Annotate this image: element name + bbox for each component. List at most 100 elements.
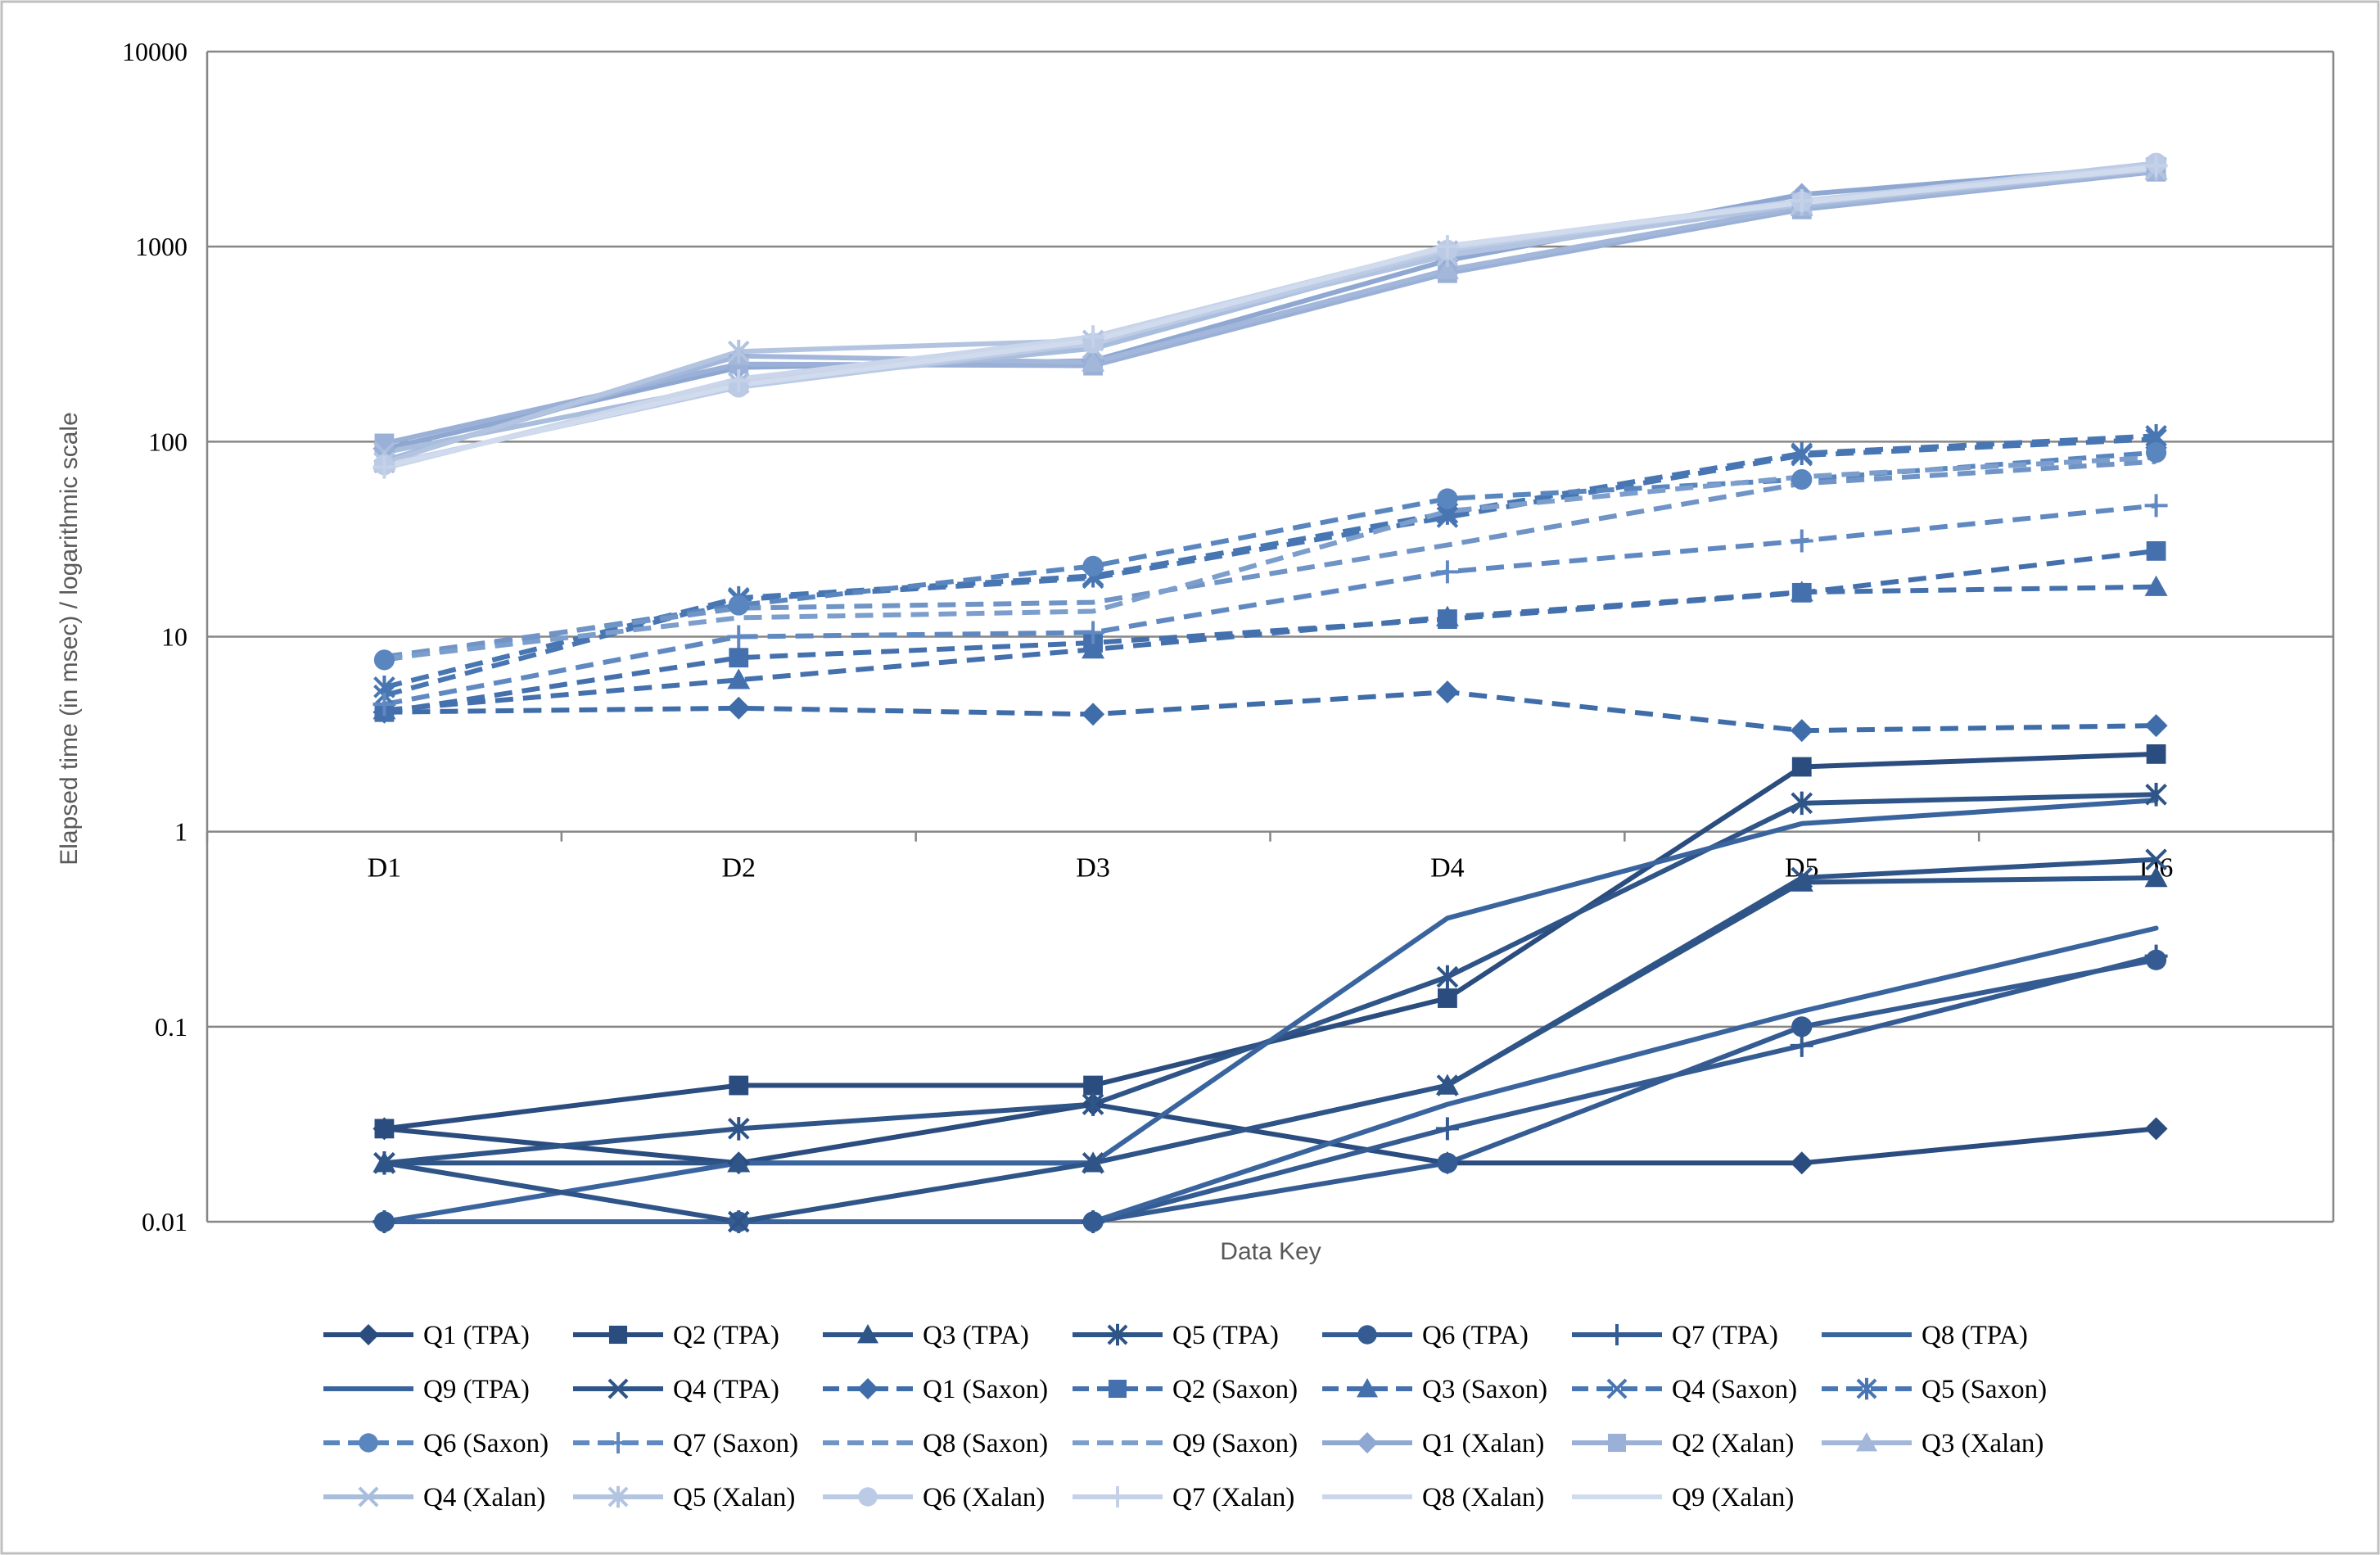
data-point-q7-xalan xyxy=(1790,189,1813,213)
legend-item-q8-xalan: Q8 (Xalan) xyxy=(1322,1483,1544,1512)
markers-q7-xalan xyxy=(373,154,2168,479)
data-point-q6-saxon xyxy=(2145,441,2167,463)
data-point-q6-saxon xyxy=(1082,555,1104,576)
y-tick-label: 0.01 xyxy=(142,1207,187,1236)
legend-label: Q4 (Xalan) xyxy=(423,1483,545,1512)
data-point-q7-xalan xyxy=(1082,325,1105,349)
data-point-q7-tpa xyxy=(373,1210,396,1233)
legend-marker xyxy=(1357,1378,1378,1398)
legend-label: Q5 (Xalan) xyxy=(673,1483,795,1512)
data-point-q1-saxon xyxy=(1082,703,1105,726)
legend-item-q6-tpa: Q6 (TPA) xyxy=(1322,1321,1529,1350)
legend-marker xyxy=(358,1486,379,1508)
series-line-q4-saxon xyxy=(383,436,2156,698)
legend-label: Q5 (Saxon) xyxy=(1922,1375,2047,1404)
series-line-q8-tpa xyxy=(382,925,2159,1224)
legend-marker xyxy=(1107,1323,1128,1346)
data-point-q2-tpa xyxy=(729,1075,749,1096)
legend-item-q4-xalan: Q4 (Xalan) xyxy=(323,1483,545,1512)
data-point-q1-tpa xyxy=(1790,1151,1813,1175)
data-point-q1-saxon xyxy=(727,696,751,720)
markers-q4-tpa xyxy=(373,848,2167,1233)
legend-marker xyxy=(358,1324,379,1345)
y-tick-label: 10000 xyxy=(122,37,187,66)
series-line-q4-tpa xyxy=(382,857,2159,1224)
series-lines xyxy=(382,160,2159,1224)
legend-item-q2-tpa: Q2 (TPA) xyxy=(573,1321,779,1350)
series-line-q9-xalan xyxy=(382,164,2159,469)
legend-label: Q6 (Saxon) xyxy=(423,1429,549,1458)
data-point-q2-saxon xyxy=(729,648,749,668)
data-point-q2-tpa xyxy=(1438,988,1457,1008)
data-point-q5-tpa xyxy=(727,1117,750,1141)
data-point-q7-saxon xyxy=(1790,529,1813,553)
series-line-q8-saxon xyxy=(383,459,2156,659)
data-point-q2-tpa xyxy=(1083,1075,1103,1096)
data-point-q7-xalan xyxy=(1435,235,1459,259)
legend-label: Q7 (TPA) xyxy=(1672,1321,1778,1350)
data-point-q6-saxon xyxy=(373,649,395,671)
legend-marker xyxy=(1606,1378,1628,1399)
legend-item-q8-tpa: Q8 (TPA) xyxy=(1822,1321,2028,1350)
data-point-q2-saxon xyxy=(2146,540,2166,561)
legend-marker xyxy=(607,1432,629,1453)
data-point-q4-tpa xyxy=(373,1151,395,1174)
data-point-q4-tpa xyxy=(2145,848,2167,870)
series-line-q2-saxon xyxy=(383,548,2156,715)
data-point-q6-tpa xyxy=(1791,1016,1813,1037)
data-point-q5-tpa xyxy=(1791,791,1813,816)
legend-label: Q7 (Saxon) xyxy=(673,1429,798,1458)
legend-marker xyxy=(607,1378,629,1399)
series-line-q1-xalan xyxy=(382,163,2159,451)
legend-marker xyxy=(1856,1432,1877,1452)
data-point-q7-saxon xyxy=(2144,494,2168,518)
markers-q6-saxon xyxy=(373,441,2167,671)
series-line-q6-saxon xyxy=(383,450,2156,662)
series-line-q1-saxon xyxy=(384,689,2156,734)
data-point-q5-tpa xyxy=(1436,965,1459,989)
data-point-q3-saxon xyxy=(727,668,751,689)
legend-item-q7-saxon: Q7 (Saxon) xyxy=(573,1429,798,1458)
legend-label: Q1 (TPA) xyxy=(423,1321,530,1350)
data-point-q3-saxon xyxy=(1082,638,1105,659)
data-point-q6-saxon xyxy=(1791,468,1813,490)
legend-marker xyxy=(857,1378,878,1399)
legend-label: Q5 (TPA) xyxy=(1172,1321,1279,1350)
series-line-q3-xalan xyxy=(382,168,2159,463)
data-point-q7-saxon xyxy=(373,693,396,716)
data-point-q6-saxon xyxy=(1437,488,1458,509)
series-markers xyxy=(373,152,2168,1233)
legend-marker xyxy=(1856,1377,1877,1400)
legend-label: Q9 (TPA) xyxy=(423,1375,530,1404)
y-axis-title: Elapsed time (in msec) / logarithmic sca… xyxy=(56,412,83,866)
legend-label: Q4 (TPA) xyxy=(673,1375,779,1404)
legend-marker xyxy=(1108,1379,1127,1399)
markers-q2-tpa xyxy=(374,744,2166,1139)
legend-label: Q3 (Xalan) xyxy=(1922,1429,2044,1458)
x-tick-label-d4: D4 xyxy=(1430,853,1465,884)
data-point-q1-saxon xyxy=(1790,719,1813,743)
x-axis-title: Data Key xyxy=(1220,1238,1321,1265)
y-tick-label: 100 xyxy=(148,427,187,456)
series-line-q7-saxon xyxy=(383,503,2156,707)
data-point-q5-tpa xyxy=(2145,783,2167,807)
data-point-q5-tpa xyxy=(1082,1092,1104,1116)
legend-item-q5-tpa: Q5 (TPA) xyxy=(1073,1321,1279,1350)
data-point-q5-xalan xyxy=(727,339,750,364)
data-point-q7-tpa xyxy=(2144,944,2168,968)
x-tick-label-d2: D2 xyxy=(721,853,756,884)
data-point-q3-saxon xyxy=(1435,605,1459,626)
legend-label: Q8 (TPA) xyxy=(1922,1321,2028,1350)
data-point-q3-saxon xyxy=(1790,581,1813,602)
markers-q5-tpa xyxy=(373,783,2167,1175)
y-tick-label: 1 xyxy=(174,817,187,847)
legend-item-q4-tpa: Q4 (TPA) xyxy=(573,1375,779,1404)
legend-item-q5-saxon: Q5 (Saxon) xyxy=(1822,1375,2047,1404)
legend-item-q1-saxon: Q1 (Saxon) xyxy=(823,1375,1048,1404)
legend-marker xyxy=(1606,1324,1628,1345)
data-point-q1-tpa xyxy=(2144,1117,2168,1141)
x-tick-label-d3: D3 xyxy=(1076,853,1110,884)
series-line-q1-tpa xyxy=(382,1101,2159,1166)
legend-item-q2-saxon: Q2 (Saxon) xyxy=(1073,1375,1298,1404)
